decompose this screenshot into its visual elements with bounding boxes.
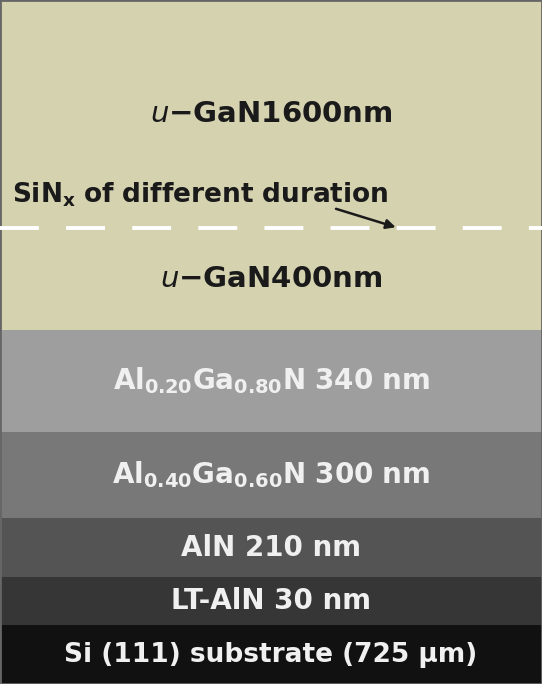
Text: AlN 210 nm: AlN 210 nm: [181, 534, 361, 562]
Bar: [0, 228, 542, 330]
Bar: [0, 0, 542, 330]
Bar: [0, 625, 542, 684]
Text: $\bf{SiN_x}$$\bf{\ of\ different\ duration}$: $\bf{SiN_x}$$\bf{\ of\ different\ durati…: [12, 181, 388, 209]
Bar: [0, 432, 542, 518]
Text: $\bf{Al_{0.20}Ga_{0.80}N\ 340\ nm}$: $\bf{Al_{0.20}Ga_{0.80}N\ 340\ nm}$: [113, 366, 429, 397]
Bar: [0, 577, 542, 625]
Bar: [0, 518, 542, 577]
Text: LT-AlN 30 nm: LT-AlN 30 nm: [171, 587, 371, 615]
Text: $\bf{Al_{0.40}Ga_{0.60}N\ 300\ nm}$: $\bf{Al_{0.40}Ga_{0.60}N\ 300\ nm}$: [112, 460, 430, 490]
Text: Si (111) substrate (725 μm): Si (111) substrate (725 μm): [64, 642, 478, 668]
Text: $\mathit{u}$$\bf{-GaN 1600 nm}$: $\mathit{u}$$\bf{-GaN 1600 nm}$: [150, 100, 392, 128]
Text: $\mathit{u}$$\bf{-GaN 400 nm}$: $\mathit{u}$$\bf{-GaN 400 nm}$: [160, 265, 382, 293]
Bar: [0, 330, 542, 432]
